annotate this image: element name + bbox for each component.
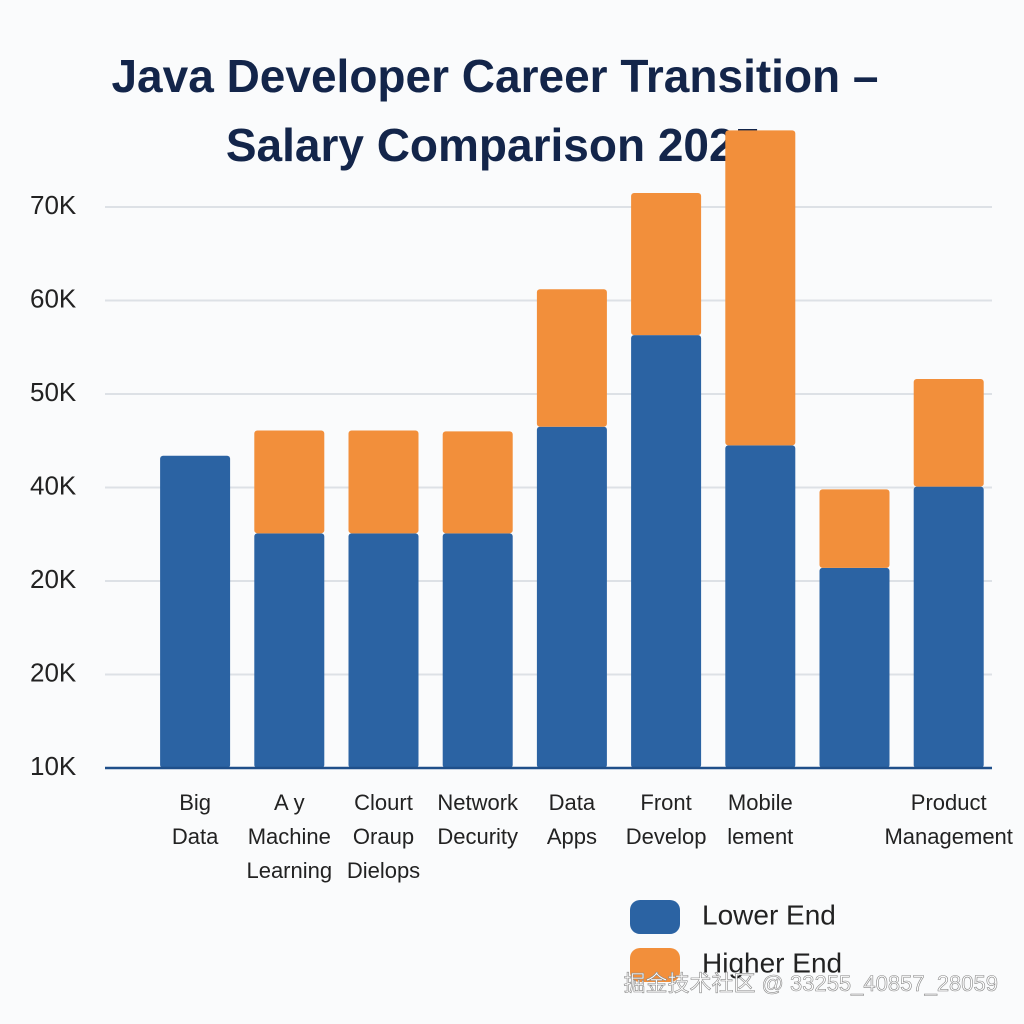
x-tick-label: Data bbox=[549, 790, 596, 815]
y-tick-label: 20K bbox=[30, 657, 77, 687]
y-tick-label: 50K bbox=[30, 377, 77, 407]
x-tick-label: A y bbox=[274, 790, 305, 815]
bar-segment bbox=[819, 489, 890, 568]
bar-segment bbox=[160, 455, 231, 768]
x-tick-label: Learning bbox=[246, 858, 332, 883]
bar-segment bbox=[442, 533, 513, 768]
x-tick-label: Clourt bbox=[354, 790, 413, 815]
y-tick-label: 60K bbox=[30, 283, 77, 313]
x-tick-label: Decurity bbox=[437, 824, 518, 849]
legend-swatch bbox=[630, 948, 680, 982]
x-tick-label: Big bbox=[179, 790, 211, 815]
y-tick-label: 70K bbox=[30, 190, 77, 220]
x-tick-label: Front bbox=[640, 790, 691, 815]
legend-swatch bbox=[630, 900, 680, 934]
chart-title: Java Developer Career Transition – bbox=[111, 50, 878, 102]
x-tick-label: Oraup bbox=[353, 824, 414, 849]
bar-segment bbox=[254, 533, 325, 768]
x-tick-label: Machine bbox=[248, 824, 331, 849]
bar-segment bbox=[348, 533, 419, 768]
bar-segment bbox=[725, 445, 796, 768]
x-tick-label: Develop bbox=[626, 824, 707, 849]
bar-segment bbox=[442, 431, 513, 534]
bar-segment bbox=[536, 426, 607, 768]
bar-segment bbox=[913, 379, 984, 487]
bar-segment bbox=[254, 430, 325, 534]
bar-segment bbox=[348, 430, 419, 534]
chart-title: Salary Comparison 2025 bbox=[226, 119, 760, 171]
x-tick-label: lement bbox=[727, 824, 793, 849]
bar-segment bbox=[913, 486, 984, 768]
bar-segment bbox=[536, 289, 607, 427]
x-tick-label: Product bbox=[911, 790, 987, 815]
legend-label: Higher End bbox=[702, 947, 842, 978]
x-tick-label: Network bbox=[437, 790, 519, 815]
y-tick-label: 40K bbox=[30, 470, 77, 500]
x-tick-label: Dielops bbox=[347, 858, 420, 883]
y-tick-label: 10K bbox=[30, 751, 77, 781]
x-tick-label: Data bbox=[172, 824, 219, 849]
x-tick-label: Mobile bbox=[728, 790, 793, 815]
bar-segment bbox=[725, 130, 796, 446]
x-tick-label: Apps bbox=[547, 824, 597, 849]
bar-segment bbox=[631, 192, 702, 336]
x-tick-label: Management bbox=[884, 824, 1012, 849]
watermark: 掘金技术社区 @ 33255_40857_28059 bbox=[623, 971, 998, 996]
legend-label: Lower End bbox=[702, 899, 836, 930]
bar-segment bbox=[631, 335, 702, 768]
bar-segment bbox=[819, 567, 890, 768]
y-tick-label: 20K bbox=[30, 564, 77, 594]
